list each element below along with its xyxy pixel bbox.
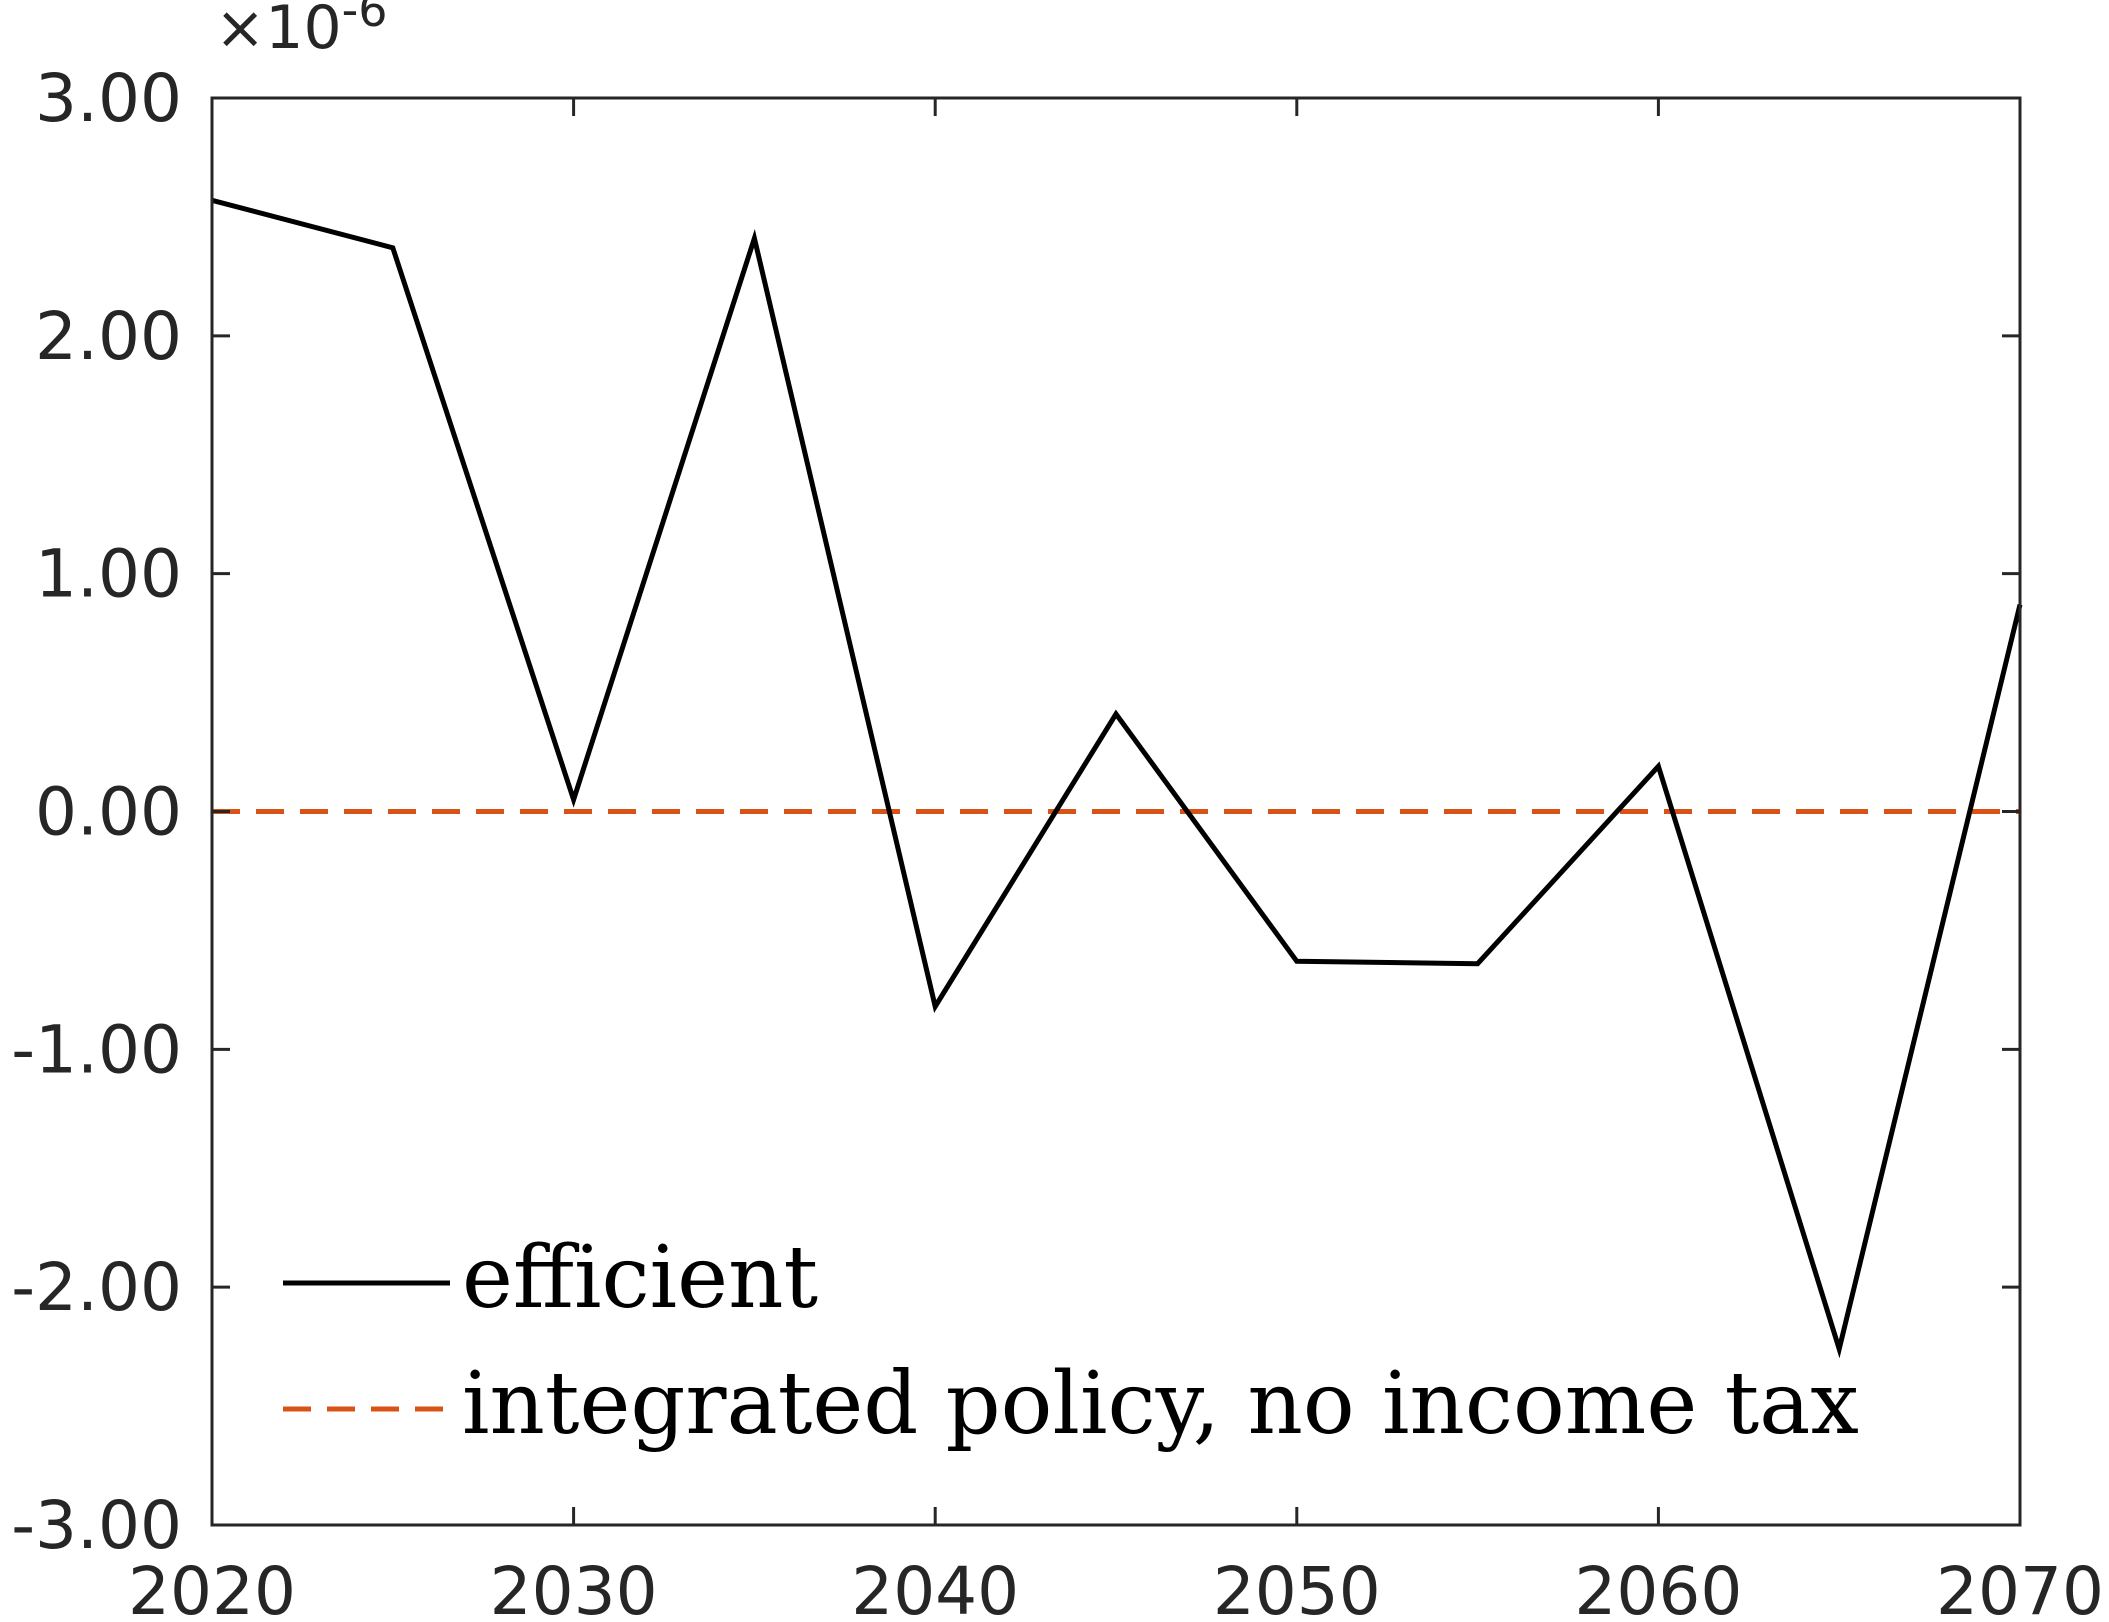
x-tick-label: 2060 bbox=[1574, 1553, 1742, 1622]
y-exponent-power: -6 bbox=[342, 0, 388, 37]
y-tick-label: 3.00 bbox=[35, 60, 182, 137]
x-tick-label: 2030 bbox=[490, 1553, 658, 1622]
y-exponent-label: ×10-6 bbox=[215, 0, 388, 63]
x-tick-label: 2050 bbox=[1213, 1553, 1381, 1622]
y-exponent-base: ×10 bbox=[215, 0, 342, 63]
legend: efficient integrated policy, no income t… bbox=[283, 1228, 1859, 1454]
y-tick-label: -2.00 bbox=[11, 1249, 182, 1326]
y-tick-label: 0.00 bbox=[35, 774, 182, 851]
tick-layer: 2020 2030 2040 2050 2060 2070 3.00 2.00 1.00 0.00… bbox=[11, 60, 2104, 1622]
x-tick-label: 2020 bbox=[128, 1553, 296, 1622]
legend-label-integrated-policy: integrated policy, no income tax bbox=[462, 1354, 1859, 1454]
legend-label-efficient: efficient bbox=[462, 1228, 818, 1328]
y-tick-label: -3.00 bbox=[11, 1487, 182, 1564]
x-tick-label: 2040 bbox=[851, 1553, 1019, 1622]
series-layer bbox=[211, 197, 2023, 1359]
y-tick-label: 1.00 bbox=[35, 536, 182, 613]
x-tick-label: 2070 bbox=[1936, 1553, 2104, 1622]
y-tick-label: -1.00 bbox=[11, 1011, 182, 1088]
y-tick-label: 2.00 bbox=[35, 298, 182, 375]
